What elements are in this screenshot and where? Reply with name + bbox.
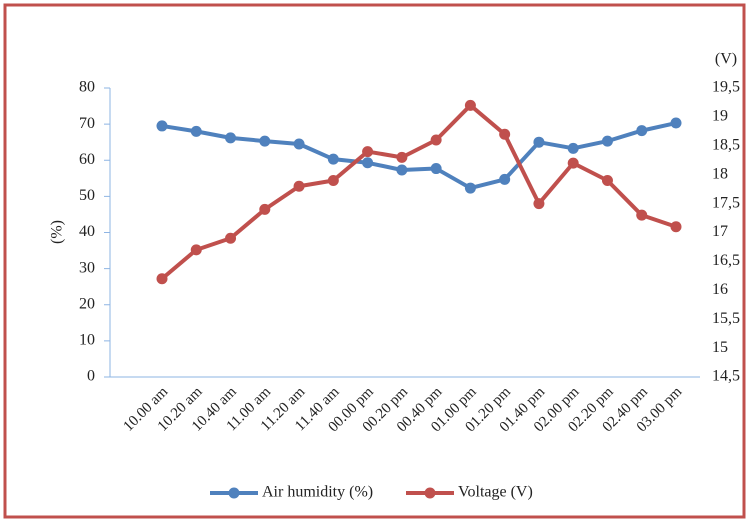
series-line [161,121,677,191]
data-point [293,180,305,192]
data-point [533,136,545,148]
data-point [327,174,339,186]
y-tick-label: 0 [87,368,95,385]
data-point [499,173,511,185]
y-tick-label: 40 [79,223,95,240]
data-point [396,151,408,163]
y2-tick-label: 15 [712,339,728,356]
data-point [430,163,442,175]
data-point [190,244,202,256]
data-point [327,153,339,165]
y2-tick-label: 19 [712,108,728,125]
data-point [430,134,442,146]
y-tick-label: 60 [79,151,95,168]
data-point [259,135,271,147]
legend-marker [424,487,436,499]
y-tick-label: 70 [79,115,95,132]
y2-tick-label: 17,5 [712,194,740,211]
frame [3,3,746,519]
y2-tick-label: 16,5 [712,252,740,269]
data-point [636,125,648,137]
data-point [190,125,202,137]
data-point [464,99,476,111]
y-axis-label: (%) [49,220,66,244]
data-point [533,198,545,210]
y2-tick-label: 18 [712,165,728,182]
data-point [499,128,511,140]
data-point [601,174,613,186]
data-point [670,221,682,233]
data-point [225,132,237,144]
data-point [362,157,374,169]
data-point [293,138,305,150]
data-point [670,117,682,129]
y-tick-label: 20 [79,295,95,312]
y2-tick-label: 15,5 [712,310,740,327]
y-tick-label: 80 [79,79,95,96]
legend-label: Voltage (V) [458,484,533,501]
y2-tick-label: 18,5 [712,136,740,153]
y2-tick-label: 14,5 [712,368,740,385]
data-point [636,209,648,221]
data-point [259,203,271,215]
y2-tick-label: 16 [712,281,728,298]
legend-label: Air humidity (%) [262,484,373,501]
data-point [464,182,476,194]
series-line [160,103,677,281]
y2-axis-label: (V) [715,51,737,68]
y2-tick-label: 19,5 [712,79,740,96]
data-point [362,146,374,158]
y2-tick-label: 17 [712,223,728,240]
data-point [601,135,613,147]
y-tick-label: 10 [79,332,95,349]
data-point [156,273,168,285]
data-point [156,120,168,132]
data-point [567,157,579,169]
legend-marker [228,487,240,499]
y-tick-label: 30 [79,259,95,276]
data-point [567,142,579,154]
data-point [396,164,408,176]
y-tick-label: 50 [79,187,95,204]
data-point [225,232,237,244]
